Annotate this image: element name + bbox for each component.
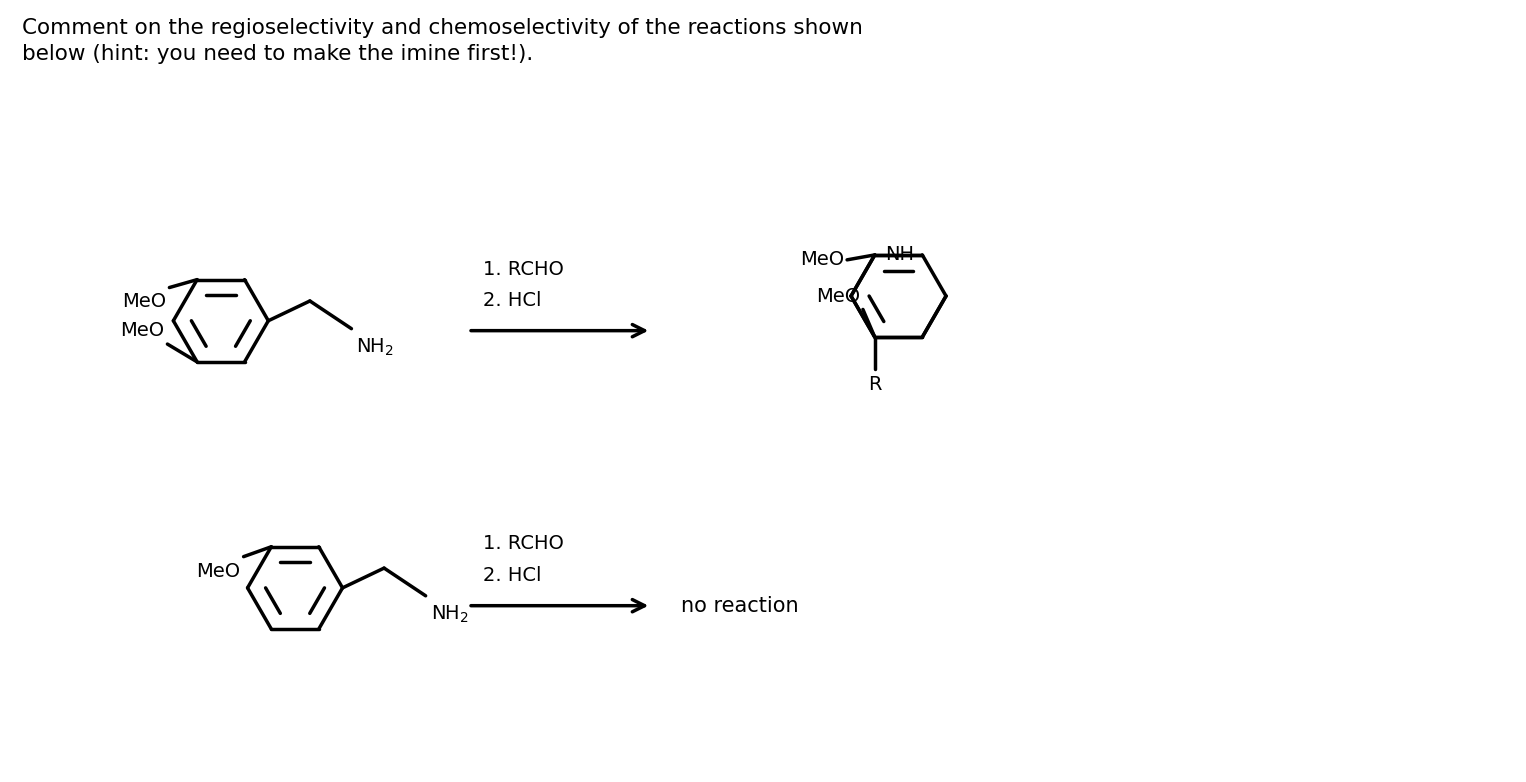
- Text: MeO: MeO: [816, 288, 861, 307]
- Text: 1. RCHO: 1. RCHO: [484, 260, 565, 279]
- Text: MeO: MeO: [800, 250, 844, 269]
- Text: MeO: MeO: [122, 292, 166, 310]
- Text: R: R: [868, 375, 882, 394]
- Text: 2. HCl: 2. HCl: [484, 292, 542, 310]
- Text: NH$_2$: NH$_2$: [357, 336, 394, 358]
- Text: NH$_2$: NH$_2$: [430, 604, 468, 625]
- Text: Comment on the regioselectivity and chemoselectivity of the reactions shown
belo: Comment on the regioselectivity and chem…: [21, 18, 862, 64]
- Text: MeO: MeO: [197, 561, 241, 580]
- Text: 2. HCl: 2. HCl: [484, 565, 542, 584]
- Text: MeO: MeO: [121, 321, 165, 340]
- Text: NH: NH: [885, 246, 914, 264]
- Text: 1. RCHO: 1. RCHO: [484, 534, 565, 553]
- Text: no reaction: no reaction: [681, 596, 798, 615]
